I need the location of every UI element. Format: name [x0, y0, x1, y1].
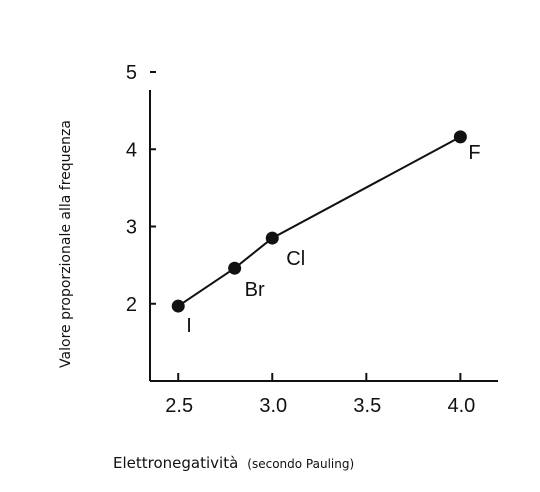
data-point-label: I	[186, 315, 192, 337]
data-point	[171, 299, 185, 313]
y-tick-label: 5	[126, 62, 137, 84]
axes	[149, 90, 498, 382]
data-point-label: Br	[245, 279, 265, 301]
x-tick-label: 3.5	[353, 395, 381, 417]
x-tick-label: 3.0	[259, 395, 287, 417]
y-tick-label: 2	[126, 294, 137, 316]
data-series: I Br Cl F	[171, 130, 481, 337]
x-axis-label-note: (secondo Pauling)	[247, 457, 354, 471]
y-ticks: 2 3 4 5	[126, 62, 156, 316]
series-line	[177, 136, 461, 307]
data-point	[265, 231, 279, 245]
data-point-label: F	[468, 142, 480, 164]
x-ticks: 2.5 3.0 3.5 4.0	[165, 373, 475, 417]
x-tick-label: 4.0	[447, 395, 475, 417]
x-tick-label: 2.5	[165, 395, 193, 417]
y-tick-label: 4	[126, 139, 137, 161]
y-tick-label: 3	[126, 217, 137, 239]
x-axis-label-main: Elettronegatività	[113, 454, 238, 472]
y-axis-label: Valore proporzionale alla frequenza	[58, 120, 74, 368]
data-point	[453, 130, 467, 144]
data-point-label: Cl	[286, 248, 305, 270]
x-axis-label: Elettronegatività (secondo Pauling)	[113, 454, 354, 472]
data-point	[228, 261, 242, 275]
